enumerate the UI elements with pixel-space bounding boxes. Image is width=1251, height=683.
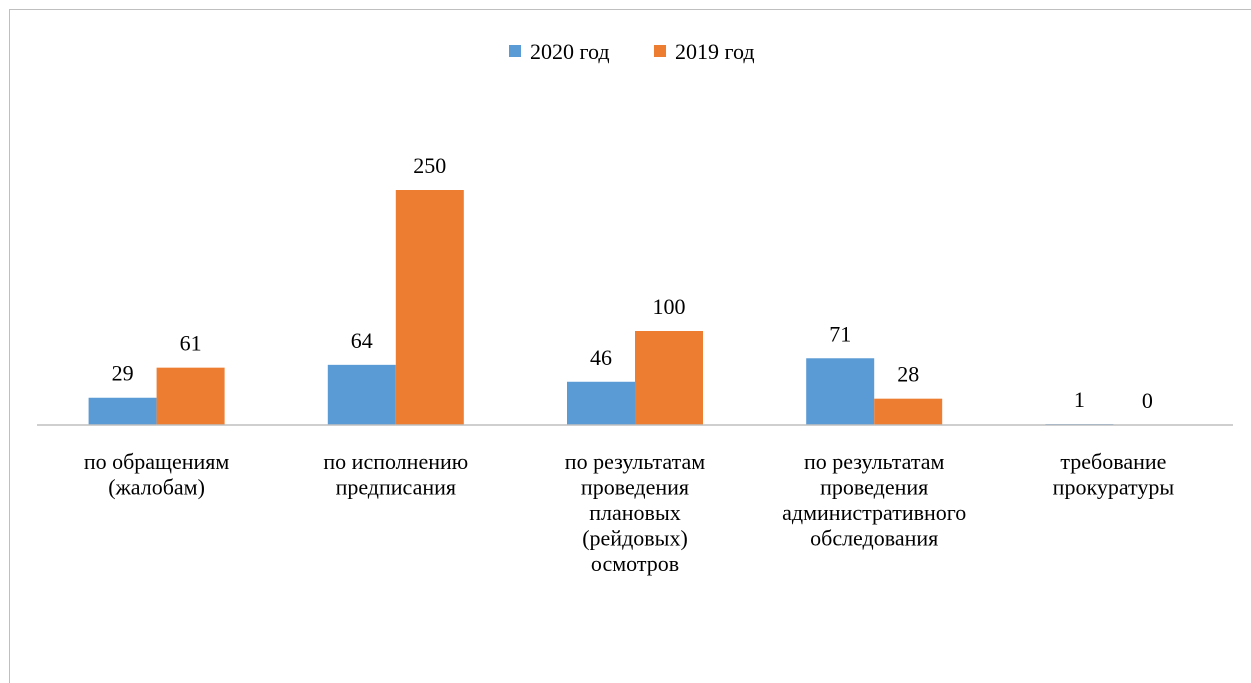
- bar-series-1-cat-4: [806, 358, 875, 425]
- category-label: по обращениям (жалобам): [84, 449, 230, 500]
- bar-series-1-cat-2: [327, 364, 396, 425]
- bar-series-1-cat-1: [88, 397, 157, 425]
- data-label: 1: [1074, 387, 1085, 412]
- data-label: 0: [1142, 388, 1153, 413]
- legend-label: 2020 год: [530, 39, 610, 64]
- bar-series-2-cat-1: [156, 367, 225, 425]
- category-label-group: по обращениям (жалобам) по исполнению предп…: [84, 449, 1175, 576]
- data-label: 61: [180, 331, 202, 356]
- bar-group: [88, 190, 1114, 425]
- data-label: 250: [413, 153, 446, 178]
- category-label: по исполнению предписания: [323, 449, 468, 500]
- category-label: по результатам проведения административног…: [782, 449, 966, 551]
- data-label-group: 29 61 64 250 46 100 71 28 1 0: [112, 153, 1153, 413]
- chart-frame: [9, 9, 1251, 683]
- data-label: 28: [897, 362, 919, 387]
- legend-swatch: [654, 45, 666, 57]
- bar-series-1-cat-3: [567, 381, 635, 425]
- chart-legend: 2020 год 2019 год: [509, 39, 755, 64]
- category-label: по результатам проведения плановых (рейдовы…: [565, 449, 705, 576]
- legend-swatch: [509, 45, 521, 57]
- data-label: 100: [653, 294, 686, 319]
- data-label: 71: [829, 321, 851, 346]
- bar-series-2-cat-4: [874, 398, 943, 425]
- category-label: требование прокуратуры: [1053, 449, 1175, 500]
- bar-series-2-cat-2: [395, 190, 464, 425]
- data-label: 64: [351, 328, 373, 353]
- legend-label: 2019 год: [675, 39, 755, 64]
- bar-series-2-cat-3: [635, 331, 703, 425]
- data-label: 29: [112, 361, 134, 386]
- data-label: 46: [590, 345, 612, 370]
